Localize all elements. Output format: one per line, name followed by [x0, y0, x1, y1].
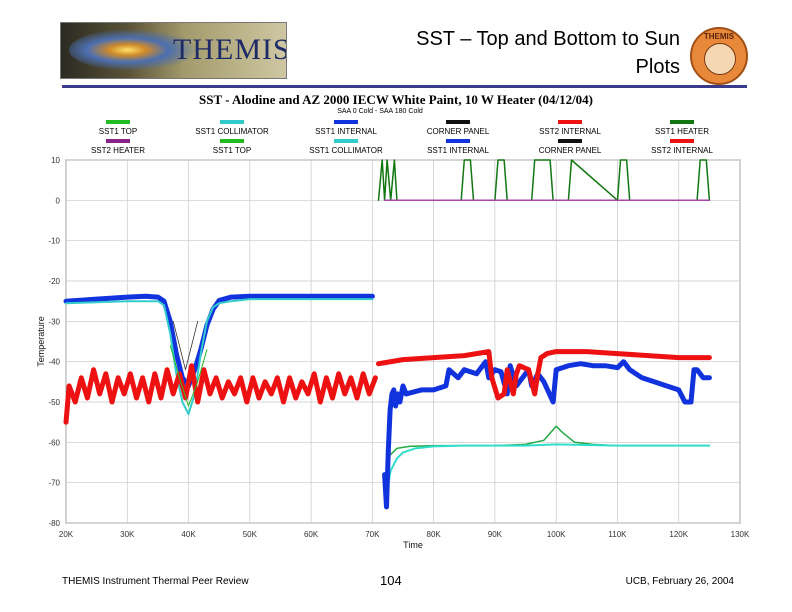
x-tick-label: 40K — [181, 530, 196, 539]
series-line-sst1-internal-b — [382, 359, 712, 510]
x-tick-label: 130K — [731, 530, 750, 539]
legend-label: SST1 HEATER — [655, 127, 709, 136]
chart-subtitle: SAA 0 Cold - SAA 180 Cold — [337, 108, 423, 115]
themis-logo: THEMIS — [60, 22, 287, 79]
y-tick-label: 10 — [51, 156, 60, 165]
y-tick-label: -80 — [48, 519, 60, 528]
x-tick-label: 90K — [488, 530, 503, 539]
seal-figure-icon — [704, 43, 736, 75]
themis-seal-logo: THEMIS — [690, 27, 748, 85]
x-tick-label: 50K — [243, 530, 258, 539]
legend-label: SST1 INTERNAL — [427, 146, 489, 155]
x-tick-label: 120K — [669, 530, 688, 539]
y-tick-label: -40 — [48, 358, 60, 367]
legend-label: SST2 HEATER — [91, 146, 145, 155]
themis-logo-word: THEMIS — [173, 33, 287, 66]
footer-right: UCB, February 26, 2004 — [625, 576, 734, 587]
y-tick-label: -50 — [48, 398, 60, 407]
legend-label: SST1 COLLIMATOR — [309, 146, 383, 155]
legend-label: SST2 INTERNAL — [539, 127, 601, 136]
themis-logo-graphic — [69, 29, 199, 71]
x-tick-label: 20K — [59, 530, 74, 539]
page-number: 104 — [380, 573, 402, 588]
series-line-sst2-internal-a — [63, 363, 378, 425]
chart-title: SST - Alodine and AZ 2000 IECW White Pai… — [199, 92, 593, 107]
x-tick-label: 30K — [120, 530, 135, 539]
plot-area — [65, 159, 741, 524]
legend-label: SST1 TOP — [99, 127, 137, 136]
series-line-sst1-collimator-b — [383, 443, 711, 500]
slide-title-line2: Plots — [635, 56, 680, 78]
slide-title-line1: SST – Top and Bottom to Sun — [416, 28, 680, 50]
x-tick-label: 60K — [304, 530, 319, 539]
title-divider — [62, 85, 747, 88]
x-tick-label: 110K — [608, 530, 627, 539]
y-tick-label: -30 — [48, 317, 60, 326]
legend-label: SST1 TOP — [213, 146, 251, 155]
x-tick-label: 100K — [547, 530, 566, 539]
y-tick-label: -10 — [48, 237, 60, 246]
legend-label: SST1 COLLIMATOR — [195, 127, 269, 136]
y-axis-label: Temperature — [36, 316, 46, 367]
series-line-corner-panel — [172, 320, 199, 371]
x-tick-label: 80K — [427, 530, 442, 539]
x-axis-label: Time — [403, 540, 423, 550]
temperature-chart: SST - Alodine and AZ 2000 IECW White Pai… — [36, 92, 750, 550]
series-line-sst1-top-a — [169, 345, 208, 407]
x-tick-label: 70K — [365, 530, 380, 539]
y-tick-label: -60 — [48, 438, 60, 447]
footer-left: THEMIS Instrument Thermal Peer Review — [62, 576, 249, 587]
slide-title: SST – Top and Bottom to Sun Plots — [300, 25, 680, 81]
series-line-sst2-internal-b — [376, 349, 712, 401]
legend-label: SST2 INTERNAL — [651, 146, 713, 155]
y-tick-label: 0 — [56, 196, 61, 205]
y-tick-label: -20 — [48, 277, 60, 286]
seal-text: THEMIS — [703, 32, 735, 41]
legend-label: CORNER PANEL — [539, 146, 602, 155]
legend-label: CORNER PANEL — [427, 127, 490, 136]
y-tick-label: -70 — [48, 479, 60, 488]
legend-label: SST1 INTERNAL — [315, 127, 377, 136]
